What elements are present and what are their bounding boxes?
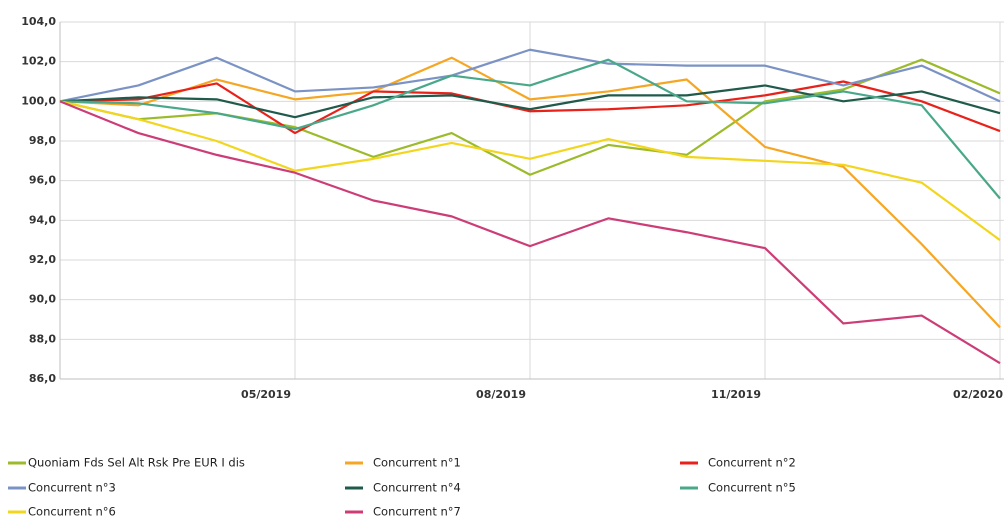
legend-label: Concurrent n°7 bbox=[373, 505, 461, 519]
y-tick-label: 88,0 bbox=[29, 332, 56, 345]
series-line bbox=[59, 84, 1001, 119]
legend-label: Concurrent n°1 bbox=[373, 456, 461, 470]
legend-label: Quoniam Fds Sel Alt Rsk Pre EUR I dis bbox=[28, 456, 245, 470]
series-line bbox=[59, 100, 1001, 365]
y-tick-label: 104,0 bbox=[21, 15, 56, 28]
x-tick-label: 05/2019 bbox=[241, 388, 291, 401]
y-tick-label: 92,0 bbox=[29, 253, 56, 266]
y-tick-label: 102,0 bbox=[21, 55, 56, 68]
y-tick-label: 100,0 bbox=[21, 94, 56, 107]
y-tick-label: 86,0 bbox=[29, 372, 56, 385]
x-tick-label: 02/2020 bbox=[953, 388, 1003, 401]
legend-label: Concurrent n°5 bbox=[708, 481, 796, 495]
legend-label: Concurrent n°3 bbox=[28, 481, 116, 495]
series-line bbox=[59, 48, 1001, 103]
y-tick-label: 96,0 bbox=[29, 174, 56, 187]
series-line bbox=[59, 56, 1001, 329]
y-tick-label: 94,0 bbox=[29, 213, 56, 226]
series-line bbox=[59, 58, 1001, 200]
legend-label: Concurrent n°2 bbox=[708, 456, 796, 470]
series-line bbox=[59, 80, 1001, 135]
x-tick-label: 11/2019 bbox=[711, 388, 761, 401]
legend-label: Concurrent n°4 bbox=[373, 481, 461, 495]
legend-label: Concurrent n°6 bbox=[28, 505, 116, 519]
x-tick-label: 08/2019 bbox=[476, 388, 526, 401]
y-tick-label: 98,0 bbox=[29, 134, 56, 147]
series-line bbox=[59, 100, 1001, 242]
y-tick-label: 90,0 bbox=[29, 293, 56, 306]
